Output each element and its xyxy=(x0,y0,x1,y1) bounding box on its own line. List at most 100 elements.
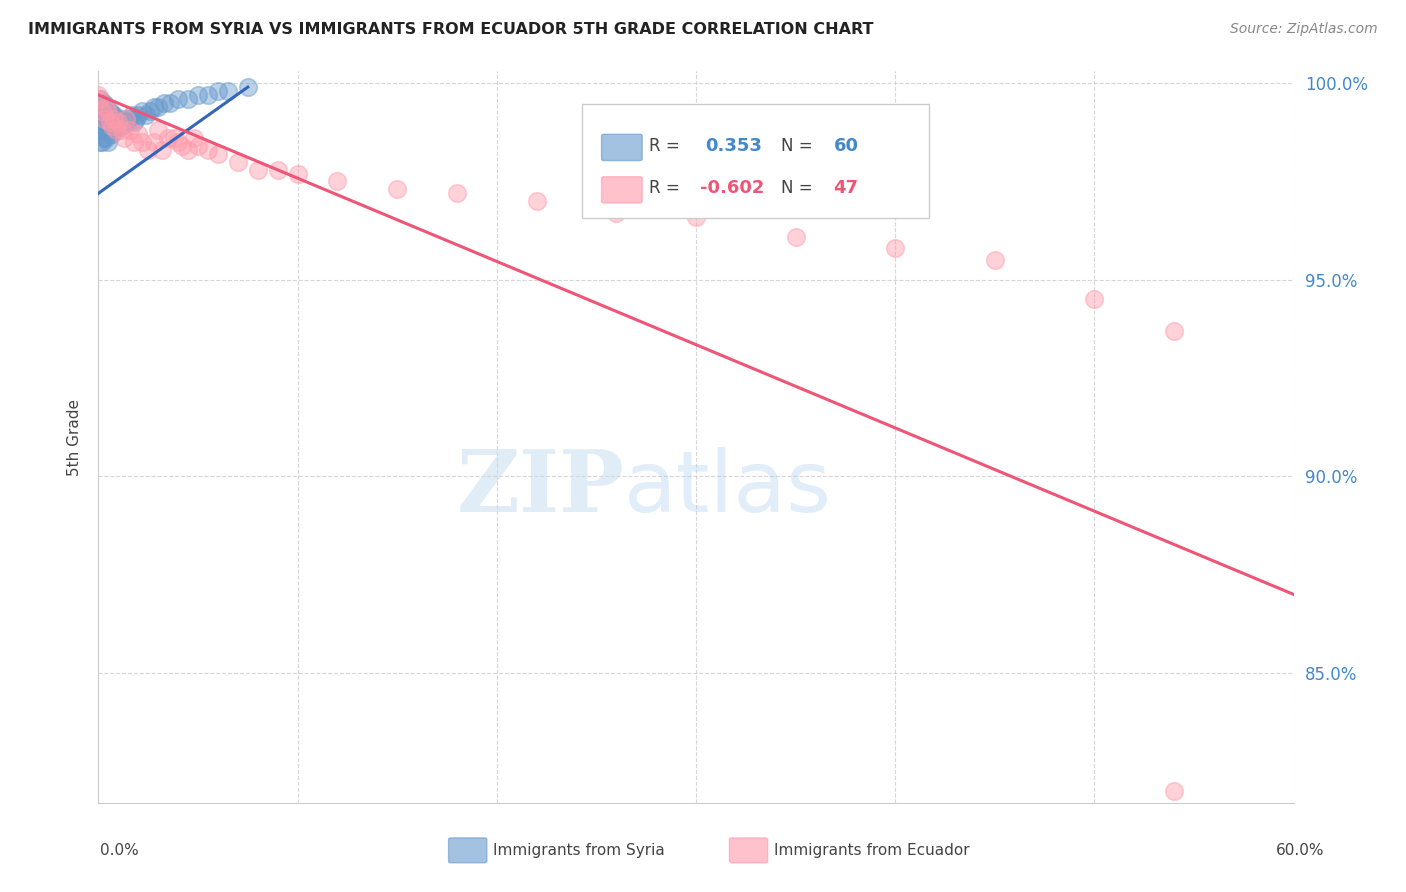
Point xyxy=(187,139,209,153)
Point xyxy=(96,100,118,114)
Point xyxy=(101,107,124,121)
Point xyxy=(89,115,111,129)
Text: Immigrants from Syria: Immigrants from Syria xyxy=(494,843,665,858)
Point xyxy=(172,139,194,153)
Point xyxy=(187,87,209,102)
Point xyxy=(183,131,205,145)
Point xyxy=(115,112,138,126)
Text: -0.602: -0.602 xyxy=(700,179,763,197)
Point xyxy=(139,103,162,118)
Point xyxy=(107,112,129,126)
Point xyxy=(97,103,120,118)
Point xyxy=(1083,293,1105,307)
Point xyxy=(120,112,142,126)
Point xyxy=(91,103,114,118)
Point xyxy=(97,123,120,137)
Point xyxy=(91,123,114,137)
Text: 0.353: 0.353 xyxy=(706,137,762,155)
Point xyxy=(884,241,907,255)
Text: 60.0%: 60.0% xyxy=(1277,843,1324,858)
Point xyxy=(87,115,110,129)
FancyBboxPatch shape xyxy=(582,104,929,218)
Point xyxy=(326,174,349,188)
Text: IMMIGRANTS FROM SYRIA VS IMMIGRANTS FROM ECUADOR 5TH GRADE CORRELATION CHART: IMMIGRANTS FROM SYRIA VS IMMIGRANTS FROM… xyxy=(28,22,873,37)
Text: atlas: atlas xyxy=(624,447,832,530)
Point xyxy=(207,147,229,161)
Point xyxy=(98,103,122,118)
Point xyxy=(91,95,114,110)
Point xyxy=(246,162,269,177)
Point xyxy=(385,182,409,196)
Point xyxy=(197,143,219,157)
Point xyxy=(87,123,110,137)
Point xyxy=(89,135,111,149)
Point xyxy=(111,123,134,137)
Point xyxy=(103,120,125,134)
Point xyxy=(101,115,124,129)
Point xyxy=(101,120,124,134)
Point xyxy=(107,115,129,129)
Text: 47: 47 xyxy=(834,179,859,197)
Point xyxy=(605,206,627,220)
Point xyxy=(207,84,229,98)
Point xyxy=(111,120,134,134)
Text: Source: ZipAtlas.com: Source: ZipAtlas.com xyxy=(1230,22,1378,37)
Point xyxy=(526,194,548,208)
Point xyxy=(101,128,124,142)
Point xyxy=(89,123,111,137)
Point xyxy=(177,92,200,106)
Point xyxy=(97,115,120,129)
Point xyxy=(97,103,120,118)
Point xyxy=(105,123,128,137)
Text: N =: N = xyxy=(780,179,813,197)
Point xyxy=(87,103,110,118)
Point xyxy=(115,115,138,129)
Point xyxy=(105,123,128,137)
Point xyxy=(984,253,1007,268)
Point xyxy=(98,115,122,129)
Text: ZIP: ZIP xyxy=(457,446,624,530)
Point xyxy=(91,115,114,129)
Text: R =: R = xyxy=(650,179,681,197)
Point xyxy=(136,143,159,157)
FancyBboxPatch shape xyxy=(730,838,768,863)
Point xyxy=(89,92,111,106)
Point xyxy=(150,143,173,157)
Point xyxy=(93,120,115,134)
Point xyxy=(159,95,181,110)
Point xyxy=(98,115,122,129)
Point xyxy=(1163,324,1185,338)
Point xyxy=(287,167,309,181)
Point xyxy=(236,80,259,95)
Point xyxy=(93,112,115,126)
Point xyxy=(103,107,125,121)
Point xyxy=(121,107,143,121)
Point xyxy=(96,100,118,114)
Point xyxy=(125,112,148,126)
Text: 60: 60 xyxy=(834,137,859,155)
Point xyxy=(177,143,200,157)
Point xyxy=(117,115,139,129)
Point xyxy=(93,131,115,145)
Point xyxy=(93,107,115,121)
Point xyxy=(267,162,290,177)
Point xyxy=(96,107,118,121)
Point xyxy=(93,95,115,110)
Point xyxy=(197,87,219,102)
Point xyxy=(163,131,186,145)
Point xyxy=(105,112,128,126)
FancyBboxPatch shape xyxy=(602,177,643,203)
Point xyxy=(167,92,190,106)
Point xyxy=(89,92,111,106)
Point xyxy=(96,120,118,134)
Point xyxy=(685,210,707,224)
Point xyxy=(120,123,142,137)
Text: 0.0%: 0.0% xyxy=(100,843,139,858)
Text: R =: R = xyxy=(650,137,681,155)
Y-axis label: 5th Grade: 5th Grade xyxy=(67,399,83,475)
Point xyxy=(98,123,122,137)
Text: N =: N = xyxy=(780,137,813,155)
Point xyxy=(135,107,157,121)
Point xyxy=(167,135,190,149)
Point xyxy=(91,103,114,118)
